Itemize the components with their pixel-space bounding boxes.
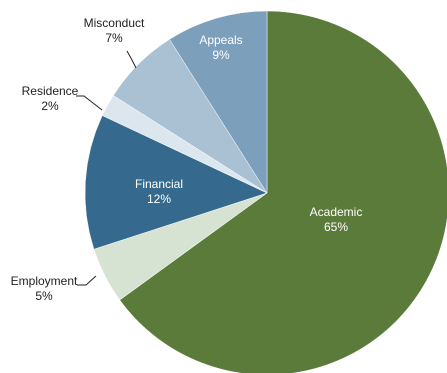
slice-label-residence: Residence [22, 84, 79, 98]
slice-value-misconduct: 7% [105, 31, 123, 45]
slice-label-financial: Financial [135, 177, 183, 191]
slice-value-financial: 12% [147, 192, 171, 206]
slice-value-appeals: 9% [212, 48, 230, 62]
slice-value-academic: 65% [324, 220, 348, 234]
slice-value-residence: 2% [41, 99, 59, 113]
pie-slices [84, 10, 447, 373]
slice-value-employment: 5% [35, 289, 53, 303]
leader-line-employment [77, 275, 97, 286]
slice-label-employment: Employment [11, 274, 78, 288]
slice-appeals [169, 10, 268, 194]
slice-academic [119, 10, 447, 373]
slice-label-academic: Academic [310, 205, 363, 219]
slice-label-appeals: Appeals [199, 33, 242, 47]
leader-line-misconduct [126, 50, 137, 69]
leader-line-residence [76, 95, 103, 111]
leader-lines [76, 50, 137, 286]
slice-label-misconduct: Misconduct [84, 16, 145, 30]
slice-financial [84, 115, 268, 250]
